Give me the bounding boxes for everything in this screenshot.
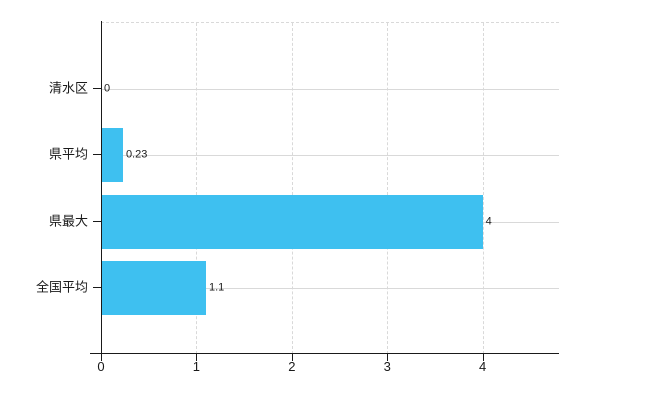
bar-value-label: 0 <box>104 82 111 95</box>
vertical-gridline <box>196 23 198 354</box>
bar-value-label: 0.23 <box>125 148 148 161</box>
bar <box>101 260 206 315</box>
x-tick-label: 0 <box>97 359 105 374</box>
x-tick-label: 3 <box>383 359 391 374</box>
x-tick-mark <box>196 354 198 361</box>
category-label: 県平均 <box>48 146 88 162</box>
x-tick-label: 2 <box>288 359 296 374</box>
x-tick-mark <box>101 354 102 361</box>
category-label: 清水区 <box>48 80 88 96</box>
plot-area: 0 0.23 4 1.1 <box>101 22 559 354</box>
y-tick-mark <box>93 220 101 222</box>
x-tick-mark <box>291 354 293 361</box>
bar-value-label: 4 <box>485 215 492 228</box>
bar-value-label: 1.1 <box>208 281 225 294</box>
bar <box>101 194 483 249</box>
bar <box>101 128 123 183</box>
horizontal-gridline <box>101 89 559 91</box>
y-tick-mark <box>93 88 101 90</box>
horizontal-gridline <box>101 155 559 157</box>
vertical-gridline <box>387 23 389 354</box>
x-tick-mark <box>387 354 389 361</box>
vertical-gridline <box>291 23 293 354</box>
y-axis-line <box>101 21 102 361</box>
category-label: 県最大 <box>48 213 88 229</box>
horizontal-gridline <box>101 287 559 289</box>
y-tick-mark <box>93 154 101 156</box>
x-tick-label: 1 <box>192 359 201 374</box>
x-tick-label: 4 <box>479 359 487 374</box>
category-label: 全国平均 <box>35 279 88 295</box>
vertical-gridline <box>482 23 484 354</box>
x-tick-mark <box>482 354 484 361</box>
y-tick-mark <box>93 286 101 288</box>
x-axis-line <box>90 353 559 354</box>
